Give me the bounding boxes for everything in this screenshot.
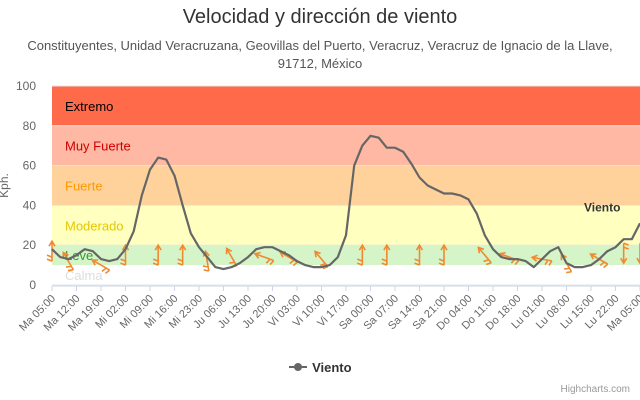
wind-direction-arrow-icon — [381, 243, 391, 266]
y-tick-label: 0 — [29, 278, 36, 292]
y-tick-label: 60 — [23, 159, 37, 173]
wind-direction-arrow-icon — [46, 239, 56, 262]
band-label-fuerte: Fuerte — [65, 179, 103, 194]
band-label-leve: Leve — [65, 248, 93, 263]
band-moderado — [52, 205, 640, 246]
wind-direction-arrow-icon — [477, 246, 492, 266]
wind-direction-arrow-icon — [357, 243, 367, 266]
band-label-calma: Calma — [65, 268, 103, 283]
wind-direction-arrow-icon — [438, 243, 448, 266]
y-tick-label: 100 — [16, 79, 36, 93]
chart-subtitle-line-1: Constituyentes, Unidad Veracruzana, Geov… — [27, 38, 613, 53]
wind-direction-arrow-icon — [253, 251, 275, 266]
wind-direction-arrow-icon — [90, 259, 111, 275]
y-axis-label: Kph. — [0, 173, 11, 198]
wind-direction-arrow-icon — [177, 243, 187, 266]
chart-title: Velocidad y dirección de viento — [182, 6, 458, 28]
legend-item-viento[interactable]: Viento — [312, 360, 352, 375]
band-calma — [52, 265, 640, 285]
y-tick-label: 80 — [23, 119, 37, 133]
wind-direction-arrow-icon — [152, 243, 162, 266]
chart-subtitle-line-2: 91712, México — [277, 56, 363, 71]
legend-series-marker-icon — [289, 363, 308, 371]
series-data-label: Viento — [584, 200, 620, 214]
y-tick-label: 20 — [23, 238, 37, 252]
wind-direction-arrow-icon — [414, 243, 424, 266]
band-muy-fuerte — [52, 125, 640, 166]
wind-direction-arrow-icon — [225, 247, 238, 268]
credits-link[interactable]: Highcharts.com — [560, 384, 630, 395]
wind-direction-arrow-icon — [314, 250, 329, 270]
band-label-extremo: Extremo — [65, 99, 113, 114]
band-extremo — [52, 86, 640, 126]
wind-direction-arrow-icon — [202, 249, 210, 272]
chart-legend[interactable]: Viento — [0, 360, 640, 375]
wind-direction-arrow-icon — [120, 243, 130, 266]
wind-direction-arrow-icon — [619, 242, 629, 265]
wind-direction-arrow-icon — [498, 251, 520, 266]
y-tick-label: 40 — [23, 198, 37, 212]
band-label-muy-fuerte: Muy Fuerte — [65, 139, 131, 154]
chart-subtitle: Constituyentes, Unidad Veracruzana, Geov… — [0, 37, 640, 73]
band-label-moderado: Moderado — [65, 218, 124, 233]
series-line-viento — [51, 134, 640, 271]
wind-direction-arrow-icon — [62, 251, 75, 272]
